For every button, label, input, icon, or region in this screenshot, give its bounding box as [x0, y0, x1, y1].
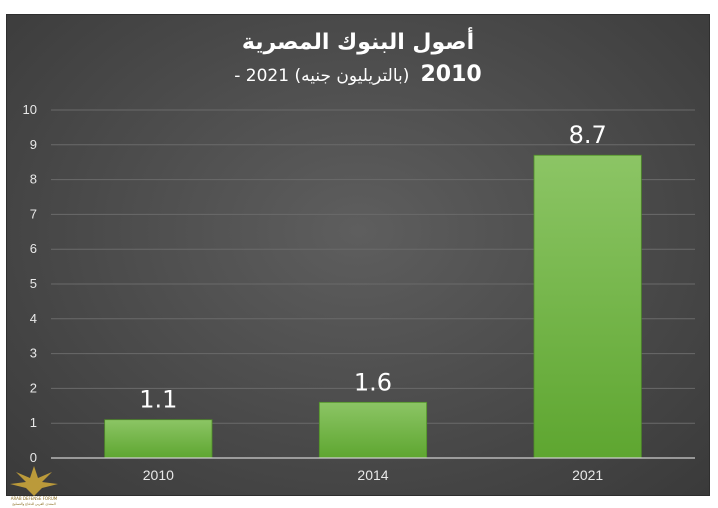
y-tick-label: 10: [23, 102, 37, 117]
gridlines: [51, 109, 695, 424]
chart-subtitle-rest: - 2021 (بالتريليون جنيه): [234, 66, 409, 86]
y-tick-label: 1: [30, 415, 37, 430]
y-axis-ticks: 0 1 2 3 4 5 6 7 8 9 10: [23, 102, 37, 465]
bar-2010: [104, 419, 213, 459]
chart-subtitle-years: 2010: [421, 62, 482, 87]
y-tick-label: 2: [30, 380, 37, 395]
bar-chart: 0 1 2 3 4 5 6 7 8 9 10 1.1 1.6 8.7 2010 2014 2021 أصول…: [23, 26, 695, 483]
watermark-text-ar: المنتدى العربي للدفاع والتسليح: [12, 502, 56, 506]
data-label-2014: 1.6: [354, 368, 392, 396]
bar-2014: [318, 401, 428, 459]
y-tick-label: 6: [30, 241, 37, 256]
y-tick-label: 8: [30, 172, 37, 187]
forum-logo-watermark: ARAB DEFENSE FORUM المنتدى العربي للدفاع…: [10, 466, 58, 506]
y-tick-label: 7: [30, 206, 37, 221]
chart-subtitle: - 2021 (بالتريليون جنيه) 2010: [234, 62, 481, 87]
bars: [104, 154, 642, 459]
chart-frame: 0 1 2 3 4 5 6 7 8 9 10 1.1 1.6 8.7 2010 2014 2021 أصول…: [6, 14, 710, 496]
bar-2021: [533, 154, 642, 459]
y-tick-label: 0: [30, 450, 37, 465]
x-tick-label-2010: 2010: [143, 467, 174, 483]
y-tick-label: 9: [30, 137, 37, 152]
y-tick-label: 3: [30, 346, 37, 361]
x-tick-label-2021: 2021: [572, 467, 603, 483]
y-tick-label: 5: [30, 276, 37, 291]
data-label-2021: 8.7: [569, 121, 607, 149]
data-labels: 1.1 1.6 8.7: [139, 121, 607, 413]
chart-title: أصول البنوك المصرية: [242, 26, 474, 55]
x-tick-label-2014: 2014: [357, 467, 388, 483]
x-axis-ticks: 2010 2014 2021: [143, 467, 604, 483]
data-label-2010: 1.1: [139, 386, 177, 414]
watermark-text-en: ARAB DEFENSE FORUM: [11, 496, 58, 501]
y-tick-label: 4: [30, 311, 37, 326]
